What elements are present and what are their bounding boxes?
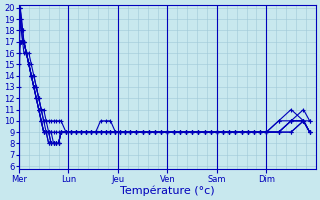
X-axis label: Température (°c): Température (°c) [120, 185, 215, 196]
